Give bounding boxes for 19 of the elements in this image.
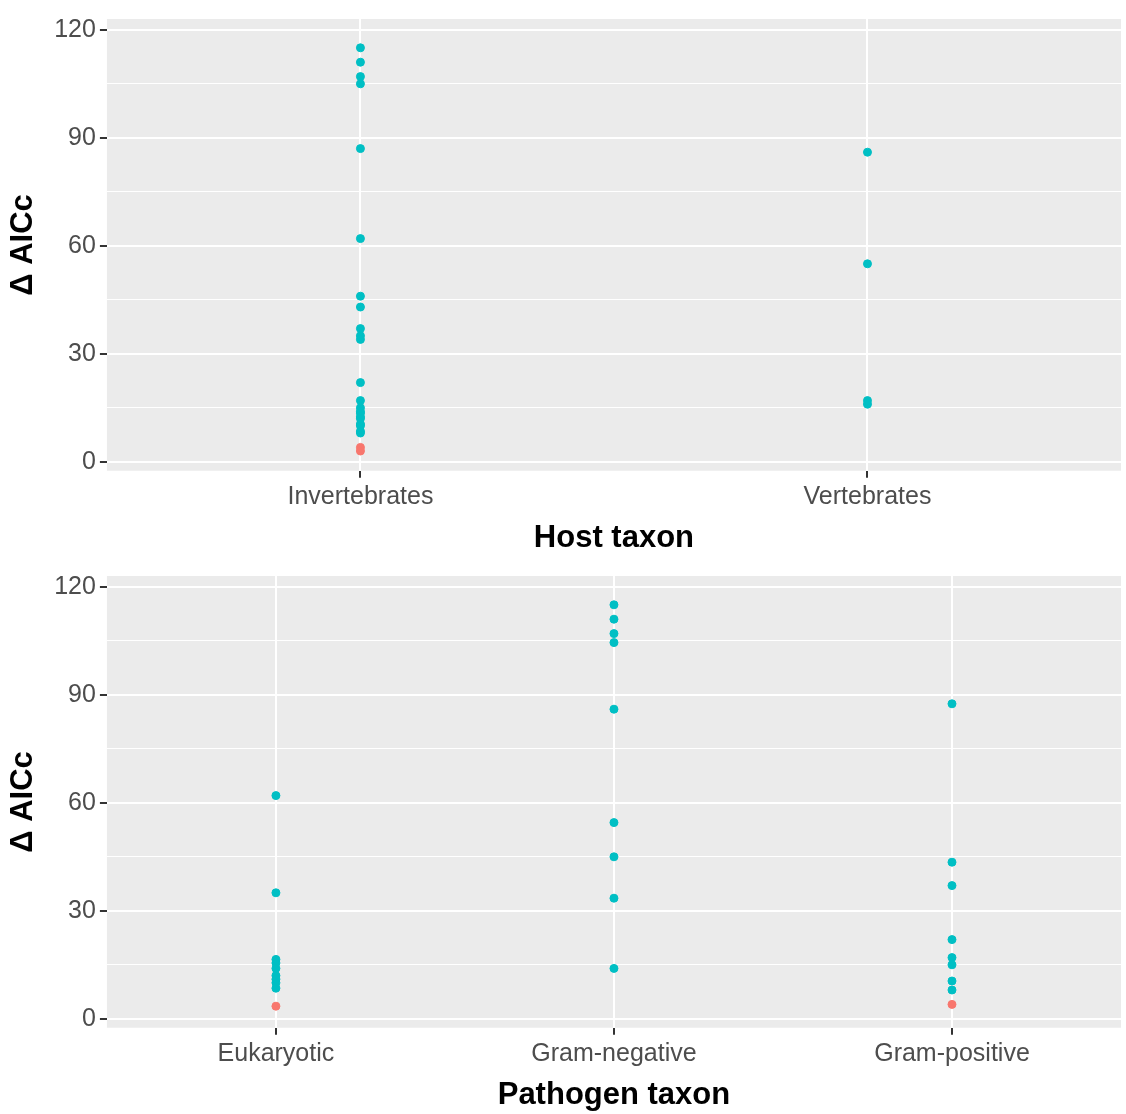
y-tick-label: 90 [68,121,96,150]
x-tick-label: Eukaryotic [217,1037,335,1066]
y-tick-label: 0 [82,445,96,474]
y-axis-title: Δ AICc [4,194,40,296]
y-tick-label: 90 [68,678,96,707]
x-tick-label: Gram-positive [874,1037,1030,1066]
y-tick-label: 60 [68,229,96,258]
y-tick-label: 30 [68,894,96,923]
x-tick-label: Invertebrates [287,480,434,509]
y-axis-title: Δ AICc [4,751,40,853]
y-tick-label: 60 [68,786,96,815]
y-tick-label: 30 [68,337,96,366]
x-axis-title: Pathogen taxon [497,1075,731,1111]
y-tick-label: 120 [54,13,96,42]
x-tick-label: Vertebrates [803,480,932,509]
y-tick-label: 0 [82,1002,96,1031]
x-axis-title: Host taxon [533,518,695,554]
y-tick-label: 120 [54,570,96,599]
x-tick-label: Gram-negative [531,1037,697,1066]
